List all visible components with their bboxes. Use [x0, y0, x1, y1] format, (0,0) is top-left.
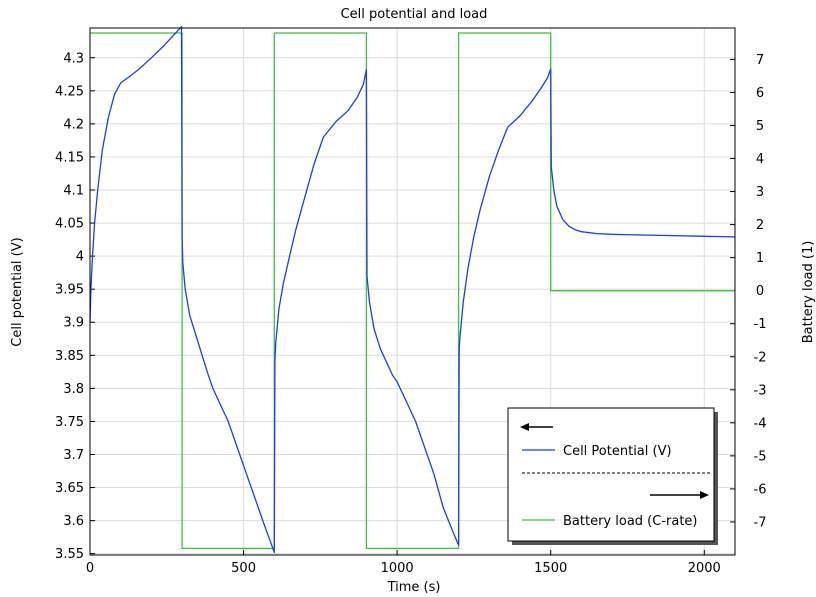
plot-area-frame: [89, 27, 736, 556]
y-left-tick-label: 3.8: [63, 382, 84, 397]
y-left-tick-label: 3.6: [63, 514, 84, 529]
y-left-tick-label: 3.65: [55, 481, 84, 496]
y-right-tick-label: -1: [754, 317, 767, 332]
y-left-tick-label: 3.75: [55, 415, 84, 430]
y-right-tick-label: 2: [756, 218, 764, 233]
legend-label-battery-load: Battery load (C-rate): [563, 514, 697, 529]
grid: [89, 28, 735, 555]
x-tick-label: 2000: [688, 561, 721, 576]
legend-right-axis-arrow: [650, 491, 709, 499]
y-right-tick-label: 1: [756, 251, 764, 266]
legend-box: [507, 407, 715, 542]
x-tick-label: 1500: [534, 561, 567, 576]
x-tick-label: 1000: [381, 561, 414, 576]
y-left-tick-label: 3.9: [63, 316, 84, 331]
y-right-tick-label: -2: [754, 350, 767, 365]
y-left-tick-label: 4.1: [63, 184, 84, 199]
y-left-tick-label: 4: [76, 250, 84, 265]
y-right-tick-label: 5: [756, 119, 764, 134]
plot-series: [89, 26, 736, 554]
y-left-tick-label: 4.3: [63, 51, 84, 66]
y-left-tick-label: 3.85: [55, 349, 84, 364]
chart-title: Cell potential and load: [341, 7, 488, 22]
x-tick-label: 0: [86, 561, 94, 576]
y-right-tick-label: 3: [756, 185, 764, 200]
y-right-tick-label: -5: [754, 449, 767, 464]
y-right-tick-label: 7: [756, 53, 764, 68]
y-right-tick-label: 6: [756, 86, 764, 101]
x-axis-title: Time (s): [387, 580, 441, 595]
series-line-cell-potential-v: [89, 26, 736, 554]
y-left-tick-label: 4.05: [55, 217, 84, 232]
y-left-tick-label: 3.55: [55, 547, 84, 562]
y-left-tick-label: 3.95: [55, 283, 84, 298]
y-right-tick-label: -3: [754, 383, 767, 398]
y-right-tick-label: -6: [754, 482, 767, 497]
legend: Cell Potential (V) Battery load (C-rate): [507, 407, 718, 545]
y-right-tick-label: 4: [756, 152, 764, 167]
y-left-tick-label: 4.25: [55, 84, 84, 99]
y-right-tick-label: -7: [754, 515, 767, 530]
y-right-tick-label: -4: [754, 416, 767, 431]
y-left-tick-label: 3.7: [63, 448, 84, 463]
legend-label-cell-potential: Cell Potential (V): [563, 444, 672, 459]
x-tick-label: 500: [231, 561, 256, 576]
y-left-tick-label: 4.2: [63, 117, 84, 132]
legend-left-axis-arrow: [520, 423, 553, 431]
y-right-tick-label: 0: [756, 284, 764, 299]
y-left-tick-label: 4.15: [55, 150, 84, 165]
axis-ticks: 0 500 1000 1500 2000 3.55 3.6 3.65 3.7 3.75 3.8 3.8…: [55, 51, 766, 576]
y-right-axis-title: Battery load (1): [801, 241, 816, 344]
y-left-axis-title: Cell potential (V): [10, 237, 25, 346]
